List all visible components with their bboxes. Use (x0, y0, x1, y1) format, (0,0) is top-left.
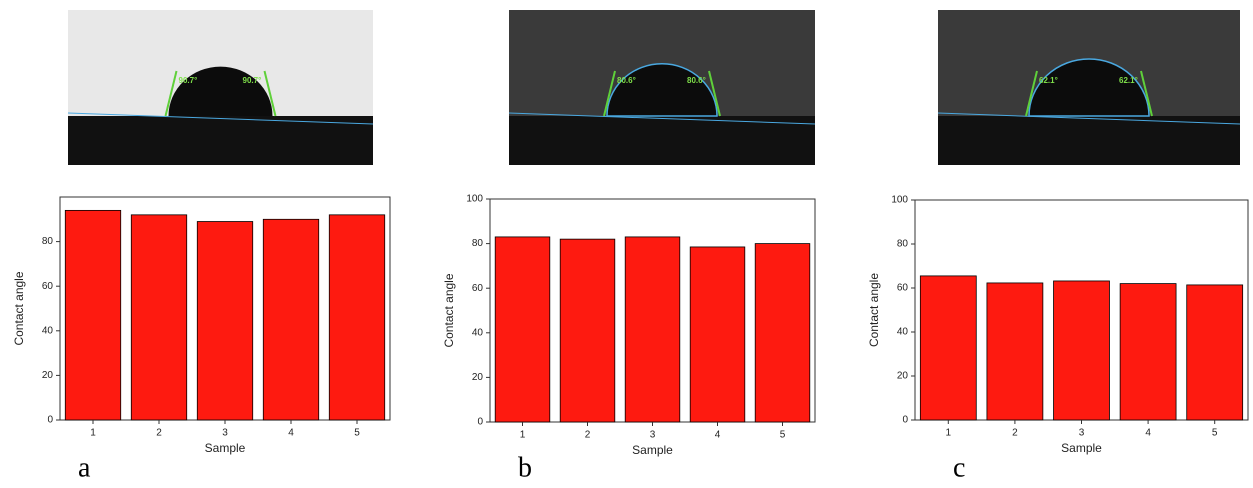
bar (919, 275, 977, 421)
tangent (603, 70, 616, 117)
tangent (1025, 70, 1038, 117)
droplet-photo: 80.6° 80.6° (508, 10, 816, 165)
baseline (508, 112, 816, 125)
y-axis-label: Contact angle (867, 273, 881, 347)
y-tick-label: 20 (897, 371, 909, 382)
droplet-photo: 62.1° 62.1° (937, 10, 1241, 165)
y-tick-label: 100 (466, 194, 483, 205)
droplet (606, 63, 718, 117)
y-tick-label: 40 (42, 325, 54, 336)
angle-label: 62.1° (1119, 76, 1138, 85)
y-tick-label: 20 (42, 370, 54, 381)
y-axis-label: Contact angle (442, 273, 456, 347)
y-tick-label: 80 (472, 238, 484, 249)
y-tick-label: 100 (891, 195, 908, 206)
x-tick-label: 4 (288, 428, 294, 439)
y-tick-label: 0 (477, 417, 483, 428)
y-axis-label: Contact angle (12, 271, 26, 345)
bar (494, 236, 551, 423)
y-tick-label: 0 (47, 415, 53, 426)
x-tick-label: 3 (1079, 428, 1085, 439)
angle-label: 62.1° (1039, 76, 1058, 85)
droplet (168, 66, 273, 116)
y-tick-label: 60 (897, 283, 909, 294)
chart-panel: 80.6° 80.6° 0 20 40 60 80 100 1 2 3 4 5 Sample Contact… (442, 10, 816, 483)
x-tick-label: 4 (715, 430, 721, 441)
tangent (164, 70, 178, 117)
x-tick-label: 1 (520, 430, 526, 441)
tangent (263, 70, 277, 117)
droplet (1028, 58, 1150, 117)
y-tick-label: 40 (897, 327, 909, 338)
bar (64, 209, 122, 421)
angle-label: 80.6° (617, 76, 636, 85)
x-tick-label: 1 (946, 428, 952, 439)
photo-substrate (938, 116, 1240, 165)
baseline (67, 112, 374, 125)
angle-label: 90.7° (243, 76, 262, 85)
x-tick-label: 5 (1212, 428, 1218, 439)
bar (754, 243, 811, 423)
bar (1119, 283, 1177, 421)
x-axis-label: Sample (205, 441, 246, 455)
bar (624, 236, 681, 423)
x-tick-label: 2 (156, 428, 162, 439)
chart-panel: 90.7° 90.7° 0 20 40 60 80 1 2 3 4 5 Sample Contact an… (12, 10, 391, 483)
bar (328, 214, 386, 421)
bar (196, 221, 254, 421)
tangent (708, 70, 721, 117)
panel-label: c (953, 452, 965, 483)
droplet-photo: 90.7° 90.7° (67, 10, 374, 165)
bar (1186, 284, 1244, 421)
bar (130, 214, 188, 421)
angle-label: 80.6° (687, 76, 706, 85)
x-tick-label: 2 (1012, 428, 1018, 439)
bar (262, 218, 320, 421)
x-tick-label: 5 (354, 428, 360, 439)
x-tick-label: 5 (780, 430, 786, 441)
y-tick-label: 80 (42, 236, 54, 247)
bar (1053, 280, 1110, 421)
x-tick-label: 3 (650, 430, 656, 441)
x-axis-label: Sample (632, 443, 673, 457)
angle-label: 90.7° (179, 76, 198, 85)
photo-substrate (509, 116, 815, 165)
x-tick-label: 1 (90, 428, 96, 439)
bar (689, 246, 746, 423)
photo-substrate (68, 116, 373, 165)
bar (986, 282, 1044, 421)
y-tick-label: 80 (897, 239, 909, 250)
y-tick-label: 60 (42, 281, 54, 292)
baseline (937, 112, 1241, 125)
y-tick-label: 60 (472, 283, 484, 294)
chart-panel: 62.1° 62.1° 0 20 40 60 80 100 1 2 3 4 5 Sample Contact… (867, 10, 1249, 483)
tangent (1140, 70, 1153, 117)
x-axis-label: Sample (1061, 441, 1102, 455)
panel-label: b (518, 452, 532, 483)
bar (559, 238, 616, 423)
y-tick-label: 0 (902, 415, 908, 426)
x-tick-label: 2 (585, 430, 591, 441)
x-tick-label: 3 (222, 428, 228, 439)
panel-label: a (78, 452, 91, 483)
y-tick-label: 20 (472, 372, 484, 383)
x-tick-label: 4 (1145, 428, 1151, 439)
y-tick-label: 40 (472, 327, 484, 338)
